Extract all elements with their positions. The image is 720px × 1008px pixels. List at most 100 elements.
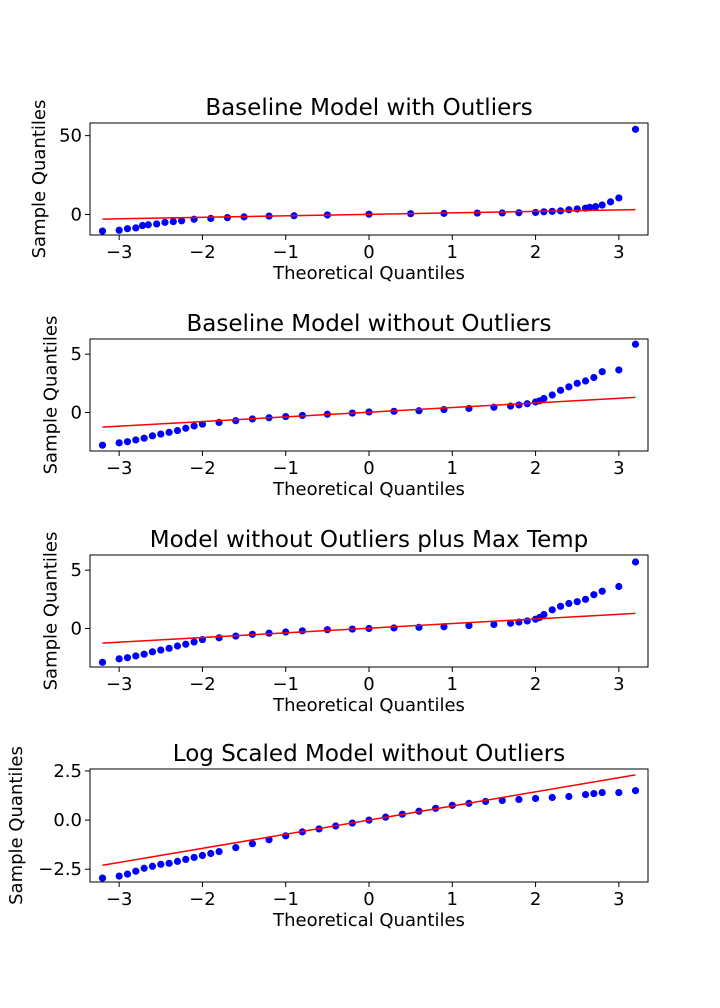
data-point [123, 225, 132, 233]
x-tick-label: −2 [189, 458, 216, 479]
data-point [573, 205, 581, 213]
data-point [323, 626, 331, 634]
x-tick-label: 3 [613, 889, 624, 910]
data-point [178, 217, 186, 225]
data-point [590, 373, 598, 382]
data-point [132, 652, 140, 660]
data-point [565, 383, 573, 391]
data-point [598, 368, 606, 376]
data-point [132, 436, 140, 444]
data-point [540, 610, 548, 619]
data-points [98, 787, 640, 882]
data-point [182, 855, 190, 864]
data-point [548, 793, 556, 802]
data-point [631, 558, 640, 566]
reference-line [102, 396, 636, 428]
x-tick-label: 2 [530, 674, 541, 695]
data-point [215, 847, 223, 856]
data-points [98, 558, 640, 666]
data-point [148, 862, 157, 870]
data-point [123, 438, 132, 446]
data-point [161, 218, 169, 226]
y-axis-label: Sample Quantiles [6, 746, 27, 905]
y-tick-label: 0 [71, 204, 82, 225]
y-axis-label: Sample Quantiles [29, 100, 50, 259]
data-point [148, 648, 157, 656]
data-point [565, 599, 573, 608]
data-point [140, 864, 148, 872]
y-tick-label: 50 [59, 126, 82, 147]
data-point [148, 432, 157, 440]
data-point [140, 434, 148, 442]
data-point [232, 417, 240, 425]
data-point [98, 227, 107, 235]
x-tick-label: −3 [106, 889, 133, 910]
data-points [98, 125, 640, 235]
x-tick-label: −3 [106, 674, 133, 695]
x-tick-label: 0 [363, 889, 374, 910]
data-point [490, 620, 498, 629]
data-point [515, 401, 523, 409]
data-point [165, 859, 173, 867]
data-point [498, 796, 506, 805]
x-tick-label: −1 [272, 674, 299, 695]
data-point [298, 627, 306, 635]
data-point [531, 794, 540, 803]
subplot-title: Baseline Model without Outliers [186, 311, 551, 337]
data-point [581, 377, 590, 385]
data-point [440, 405, 448, 414]
y-tick-label: 2.5 [53, 761, 82, 782]
data-point [140, 650, 148, 658]
data-point [591, 203, 600, 211]
data-point [523, 617, 531, 625]
data-point [573, 598, 581, 606]
data-point [615, 788, 623, 797]
data-point [169, 217, 177, 226]
data-point [606, 198, 615, 206]
y-tick-label: 5 [71, 344, 82, 365]
data-point [465, 621, 473, 630]
x-tick-label: 3 [613, 242, 624, 263]
data-point [98, 658, 107, 666]
subplot-4: Log Scaled Model without Outliers −3 −2 −1 0… [6, 741, 649, 931]
data-point [198, 420, 207, 428]
data-point [165, 428, 173, 436]
y-tick-label: 0.0 [53, 810, 82, 831]
data-point [573, 379, 581, 387]
x-tick-label: −1 [272, 458, 299, 479]
x-tick-label: −1 [272, 242, 299, 263]
data-points [98, 340, 640, 449]
data-point [173, 426, 182, 435]
data-point [390, 624, 398, 632]
data-point [115, 226, 123, 234]
data-point [498, 209, 506, 217]
data-point [631, 340, 640, 348]
x-tick-label: 2 [530, 458, 541, 479]
x-tick-label: −1 [272, 889, 299, 910]
subplot-title: Baseline Model with Outliers [205, 95, 532, 121]
data-point [182, 424, 190, 432]
data-point [581, 790, 590, 799]
y-tick-label: −2.5 [38, 859, 82, 880]
data-point [586, 203, 594, 211]
data-point [223, 214, 232, 222]
x-tick-label: 0 [363, 674, 374, 695]
x-axis-label: Theoretical Quantiles [272, 263, 465, 284]
data-point [615, 194, 623, 202]
x-tick-label: 3 [613, 458, 624, 479]
data-point [123, 654, 132, 662]
data-point [248, 840, 257, 848]
data-point [631, 125, 640, 133]
data-point [207, 849, 215, 858]
x-tick-label: −2 [189, 889, 216, 910]
axes-frame [89, 338, 649, 452]
data-point [182, 640, 190, 648]
subplot-title: Log Scaled Model without Outliers [173, 741, 565, 767]
data-point [115, 872, 123, 880]
data-point [540, 394, 548, 403]
data-point [631, 787, 640, 795]
x-tick-label: 1 [447, 674, 458, 695]
data-point [153, 220, 161, 228]
axes-frame [89, 768, 649, 883]
